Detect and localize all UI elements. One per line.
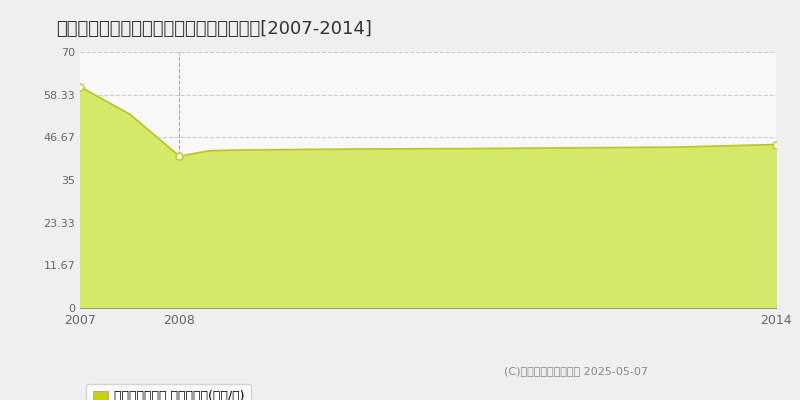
Point <box>74 84 86 90</box>
Point <box>173 153 186 160</box>
Point <box>770 141 782 148</box>
Legend: マンション価格 平均坪単価(万円/坪): マンション価格 平均坪単価(万円/坪) <box>86 384 250 400</box>
Text: 札幌市東区伏古一条　マンション価格推移[2007-2014]: 札幌市東区伏古一条 マンション価格推移[2007-2014] <box>56 20 372 38</box>
Text: (C)土地価格ドットコム 2025-05-07: (C)土地価格ドットコム 2025-05-07 <box>504 366 648 376</box>
